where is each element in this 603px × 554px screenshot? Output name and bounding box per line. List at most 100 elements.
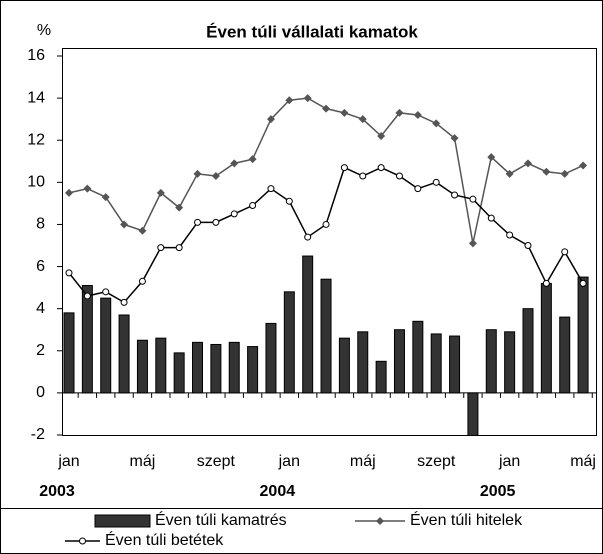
y-tick-label: 12 bbox=[27, 131, 45, 148]
marker bbox=[395, 172, 403, 180]
marker bbox=[487, 153, 496, 162]
bar bbox=[577, 276, 589, 394]
marker bbox=[102, 288, 110, 296]
marker bbox=[451, 191, 459, 199]
marker bbox=[377, 132, 386, 141]
y-tick-label: 16 bbox=[27, 47, 45, 64]
bar bbox=[449, 335, 461, 394]
y-tick-label: 6 bbox=[36, 258, 45, 275]
bar bbox=[118, 314, 130, 394]
marker bbox=[303, 94, 312, 103]
x-tick-label: szept bbox=[417, 453, 456, 470]
marker bbox=[120, 298, 128, 306]
marker bbox=[193, 169, 202, 178]
bar bbox=[485, 329, 497, 394]
bar bbox=[100, 297, 112, 394]
bar bbox=[467, 392, 479, 435]
x-tick-label: máj bbox=[570, 453, 596, 470]
x-tick-label: jan bbox=[57, 453, 79, 470]
bar bbox=[265, 322, 277, 394]
marker bbox=[414, 185, 422, 193]
bar bbox=[192, 341, 204, 394]
legend-swatch bbox=[94, 514, 151, 528]
marker bbox=[120, 220, 129, 229]
y-tick-label: 8 bbox=[36, 216, 45, 233]
marker bbox=[468, 239, 477, 248]
marker bbox=[542, 167, 551, 176]
marker bbox=[524, 242, 532, 249]
marker bbox=[212, 218, 220, 226]
marker bbox=[285, 96, 294, 105]
bar bbox=[504, 331, 516, 394]
marker bbox=[175, 244, 183, 252]
legend-label: Éven túli kamatrés bbox=[155, 510, 287, 529]
y-unit: % bbox=[37, 22, 51, 39]
marker bbox=[266, 115, 275, 124]
marker bbox=[322, 220, 330, 228]
bar bbox=[559, 316, 571, 394]
bar bbox=[320, 278, 332, 394]
marker bbox=[340, 108, 349, 117]
bar bbox=[302, 255, 314, 394]
marker bbox=[157, 244, 165, 252]
marker bbox=[542, 279, 550, 287]
marker bbox=[211, 172, 220, 181]
marker bbox=[524, 159, 532, 168]
bar bbox=[375, 360, 387, 394]
year-label: 2003 bbox=[39, 483, 75, 500]
y-tick-label: 14 bbox=[27, 89, 45, 106]
marker bbox=[156, 188, 165, 197]
marker bbox=[450, 134, 459, 143]
marker bbox=[579, 161, 588, 170]
marker bbox=[340, 164, 348, 172]
legend-marker bbox=[79, 537, 86, 545]
marker bbox=[413, 110, 422, 119]
bar bbox=[173, 352, 185, 394]
marker bbox=[395, 108, 404, 117]
marker bbox=[358, 115, 367, 124]
marker bbox=[267, 185, 275, 193]
x-tick-label: máj bbox=[350, 453, 376, 470]
bar bbox=[155, 337, 167, 394]
marker bbox=[249, 201, 257, 209]
bar bbox=[63, 312, 75, 394]
marker bbox=[579, 279, 587, 287]
marker bbox=[487, 214, 495, 222]
marker bbox=[194, 218, 202, 226]
plot-content bbox=[63, 94, 589, 435]
marker bbox=[83, 292, 91, 300]
y-tick-label: 10 bbox=[27, 174, 45, 191]
bar bbox=[136, 339, 148, 394]
x-tick-label: máj bbox=[130, 453, 156, 470]
bar bbox=[338, 337, 350, 394]
marker bbox=[101, 193, 110, 202]
marker bbox=[138, 226, 147, 235]
y-tick-label: -2 bbox=[31, 426, 45, 443]
bar bbox=[540, 282, 552, 394]
marker bbox=[322, 104, 331, 113]
marker bbox=[230, 210, 238, 218]
marker bbox=[65, 188, 73, 197]
bar bbox=[412, 320, 424, 394]
marker bbox=[377, 164, 385, 172]
bar bbox=[81, 285, 93, 394]
plot-frame bbox=[62, 48, 597, 436]
marker bbox=[304, 233, 312, 241]
marker bbox=[359, 172, 367, 180]
marker bbox=[230, 159, 239, 168]
marker bbox=[138, 277, 146, 285]
bar bbox=[283, 291, 295, 394]
legend-label: Éven túli betétek bbox=[105, 530, 224, 549]
marker bbox=[175, 203, 184, 212]
legend-label: Éven túli hitelek bbox=[410, 510, 523, 529]
bar bbox=[357, 331, 369, 394]
marker bbox=[560, 169, 569, 178]
marker bbox=[506, 231, 514, 239]
y-tick-label: 2 bbox=[36, 342, 45, 359]
y-tick-label: 4 bbox=[36, 300, 45, 317]
marker bbox=[83, 184, 92, 193]
x-tick-label: jan bbox=[498, 453, 520, 470]
bar bbox=[430, 333, 442, 394]
